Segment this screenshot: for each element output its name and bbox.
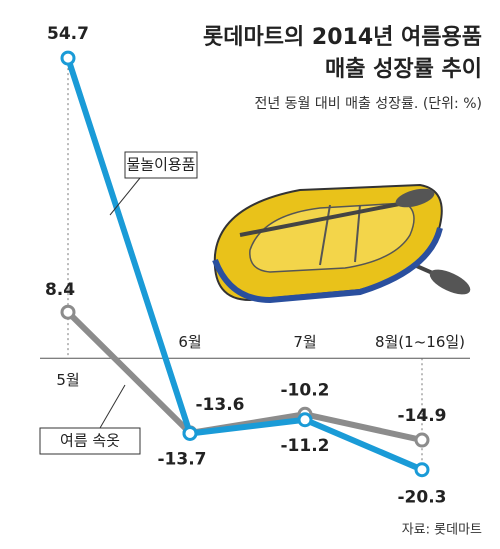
legend-pointer: [99, 384, 126, 429]
x-tick-label: 7월: [293, 333, 316, 351]
point: [60, 304, 76, 320]
data-label: -14.9: [398, 406, 447, 426]
legend-pointer: [109, 177, 141, 216]
point: [182, 425, 198, 441]
line: [65, 57, 424, 473]
data-label: -10.2: [281, 380, 330, 400]
data-label: -11.2: [281, 436, 330, 456]
legend-box: [124, 151, 198, 179]
point: [414, 462, 430, 478]
chart-subtitle: 전년 동월 대비 매출 성장률. (단위: %): [254, 96, 482, 112]
point: [297, 412, 313, 428]
data-label: 8.4: [45, 280, 75, 300]
legend-box: [39, 427, 141, 455]
point: [414, 432, 430, 448]
x-tick-label: 6월: [178, 333, 201, 351]
chart-title: 롯데마트의 2014년 여름용품: [203, 25, 482, 50]
legend-label: 여름 속옷: [60, 432, 120, 450]
chart-title: 매출 성장률 추이: [325, 57, 482, 82]
x-tick-label: 5월: [56, 371, 79, 389]
point: [60, 50, 76, 66]
data-label: -13.7: [158, 449, 207, 469]
data-label: 54.7: [47, 24, 89, 44]
source: 자료: 롯데마트: [402, 523, 482, 538]
legend-label: 물놀이용품: [126, 156, 195, 174]
x-tick-label: 8월(1~16일): [375, 333, 465, 351]
raft-illustration: [212, 183, 471, 304]
data-label: -13.6: [196, 395, 245, 415]
data-label: -20.3: [398, 488, 447, 508]
